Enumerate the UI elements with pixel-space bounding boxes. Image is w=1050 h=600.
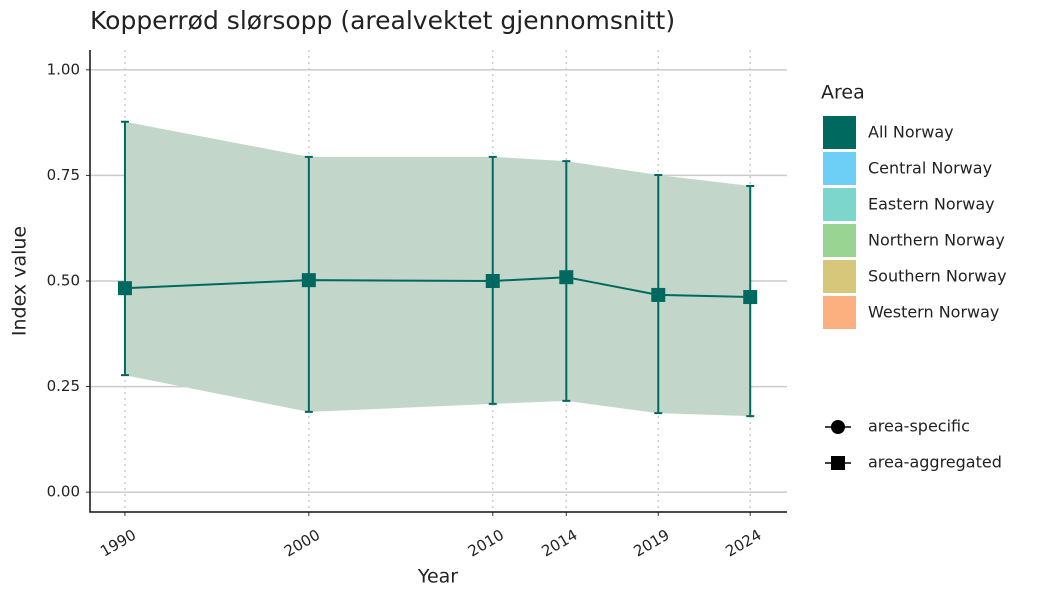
legend-key [823, 296, 856, 329]
y-tick-label: 1.00 [47, 60, 80, 78]
legend-label: Western Norway [868, 303, 999, 322]
y-tick-label: 0.25 [47, 377, 80, 395]
x-tick-label: 2024 [722, 526, 764, 561]
legend-label: Eastern Norway [868, 195, 995, 214]
legend-label: Northern Norway [868, 231, 1005, 250]
legend-shape [831, 456, 845, 470]
ribbon [124, 121, 751, 417]
chart-title: Kopperrød slørsopp (arealvektet gjennoms… [90, 6, 675, 35]
point [485, 274, 500, 288]
point [743, 290, 758, 305]
point [301, 273, 316, 288]
y-axis-label: Index value [9, 226, 31, 336]
line [124, 276, 751, 299]
legend-label: All Norway [868, 123, 954, 142]
x-axis-label: Year [417, 566, 458, 588]
legend-key [823, 152, 856, 185]
legend-key [823, 224, 856, 257]
legend-title: Area [821, 82, 865, 104]
x-tick-label: 2010 [465, 526, 507, 561]
legend-shape [831, 420, 845, 434]
y-tick-label: 0.75 [47, 166, 80, 184]
legend-label: area-aggregated [868, 453, 1002, 472]
x-tick-label: 2019 [630, 526, 672, 561]
legend-key [823, 116, 856, 149]
legend-label: Central Norway [868, 159, 992, 178]
x-tick-label: 1990 [97, 526, 139, 561]
legend-label: Southern Norway [868, 267, 1007, 286]
axis-line [89, 50, 787, 513]
y-tick-label: 0.50 [47, 272, 80, 290]
legend-key [823, 260, 856, 293]
legend-key [823, 188, 856, 221]
error-bar [120, 120, 129, 377]
legend-label: area-specific [868, 417, 970, 436]
x-tick-label: 2014 [538, 526, 580, 561]
y-tick-label: 0.00 [47, 483, 80, 501]
point [651, 287, 666, 302]
point [559, 270, 574, 285]
point [117, 281, 132, 296]
x-tick-label: 2000 [281, 526, 323, 561]
